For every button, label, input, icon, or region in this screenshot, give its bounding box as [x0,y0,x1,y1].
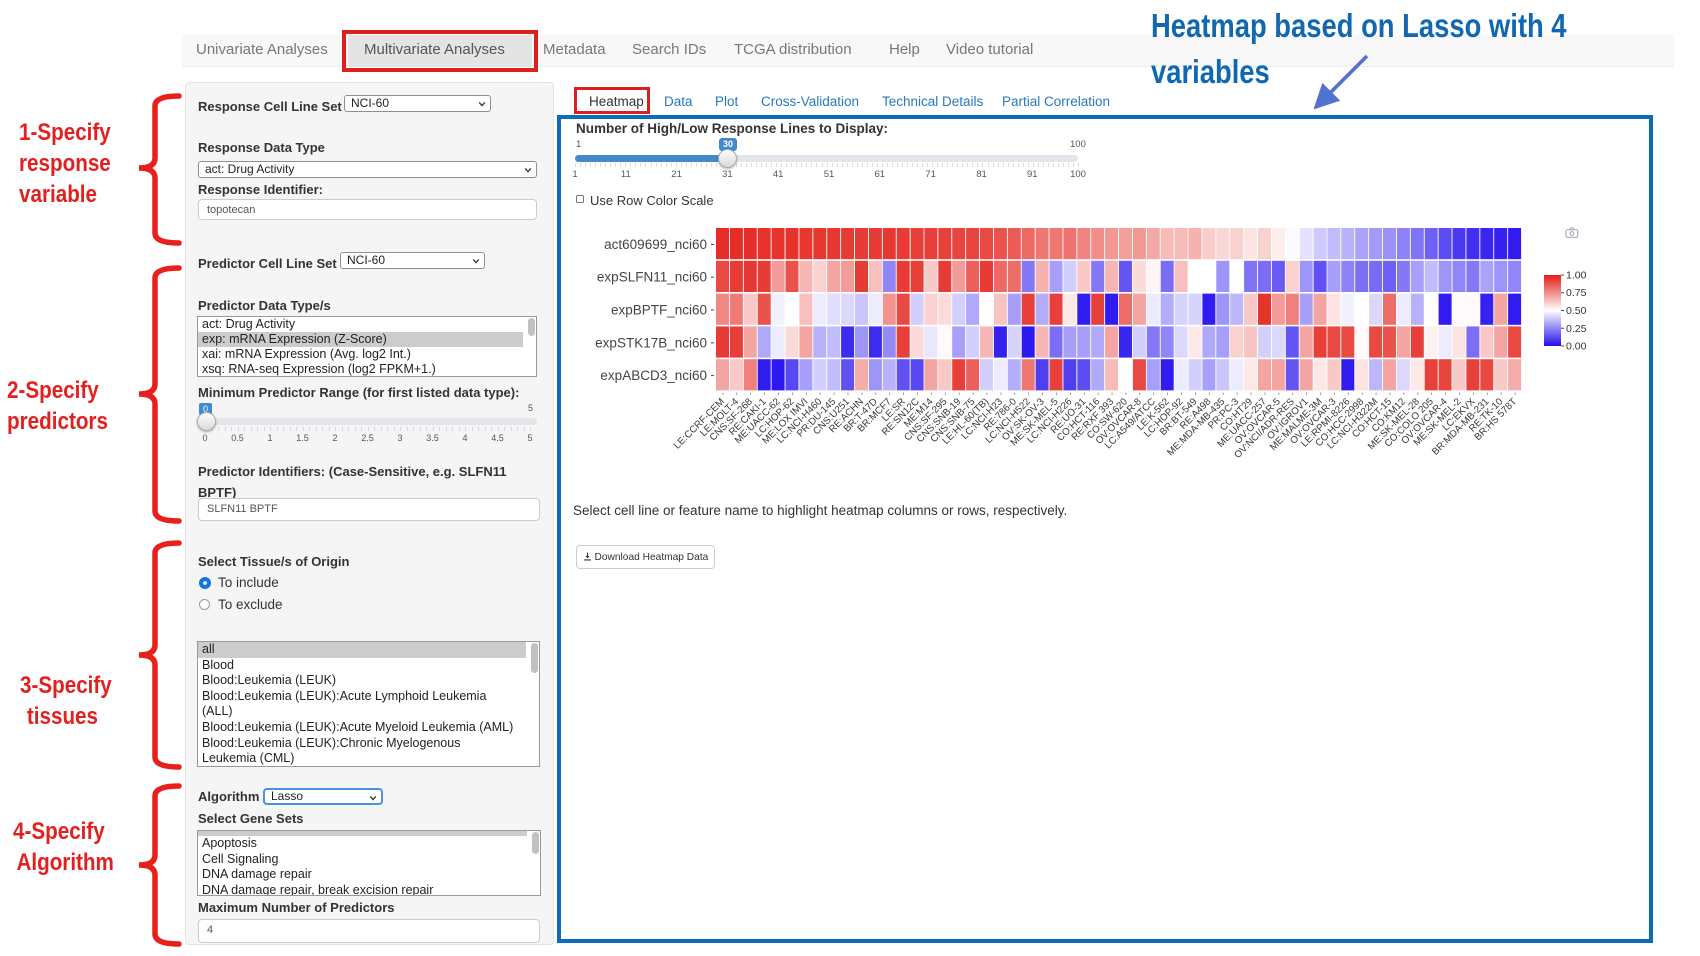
svg-text:0.00: 0.00 [1566,341,1587,353]
svg-text:expSTK17B_nci60: expSTK17B_nci60 [595,335,707,350]
svg-text:0.50: 0.50 [1566,305,1587,317]
svg-text:act609699_nci60: act609699_nci60 [604,237,707,252]
svg-text:expBPTF_nci60: expBPTF_nci60 [611,303,707,318]
svg-text:expSLFN11_nci60: expSLFN11_nci60 [597,270,707,285]
svg-text:0.75: 0.75 [1566,287,1587,299]
svg-text:1.00: 1.00 [1566,270,1587,282]
svg-text:0.25: 0.25 [1566,323,1587,335]
svg-text:expABCD3_nci60: expABCD3_nci60 [600,368,707,383]
